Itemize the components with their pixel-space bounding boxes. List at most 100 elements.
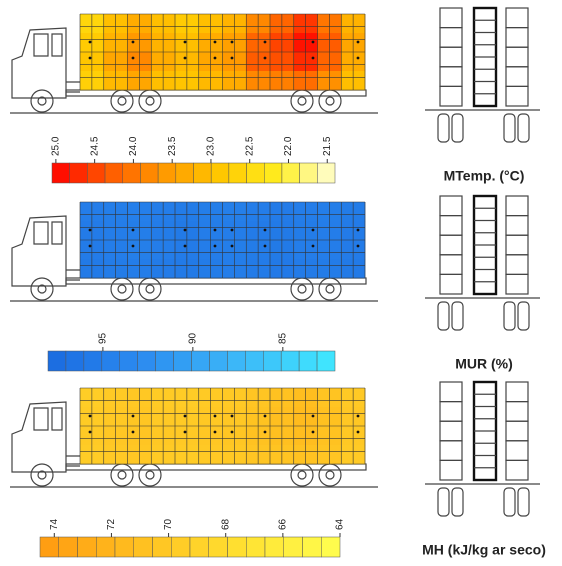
top-view-box: [505, 420, 529, 442]
sensor-dot: [230, 40, 234, 44]
colorbar-swatch: [321, 536, 341, 558]
wheel: [110, 463, 134, 487]
hub: [145, 284, 155, 294]
top-view-wheel: [503, 113, 516, 143]
sensor-dot: [263, 56, 267, 60]
wheel: [138, 89, 162, 113]
top-view-box: [439, 46, 463, 68]
panel-title: MTemp. (°C): [444, 168, 525, 184]
colorbar-swatch: [302, 536, 322, 558]
top-view-wheel: [503, 487, 516, 517]
colorbar-tick-label: 85: [277, 332, 288, 344]
top-view-box: [505, 66, 529, 88]
truck-cab: [11, 27, 80, 99]
colorbar-swatch: [263, 350, 282, 372]
sensor-dot: [183, 56, 187, 60]
truck-cab: [11, 401, 80, 473]
colorbar-swatch: [83, 350, 103, 372]
top-view-wheel: [517, 301, 530, 331]
colorbar-swatch: [193, 162, 212, 184]
colorbar-swatch: [171, 536, 191, 558]
colorbar-swatch: [299, 162, 318, 184]
sensor-dot: [213, 244, 217, 248]
sensor-dot: [263, 228, 267, 232]
sensor-dot: [88, 244, 92, 248]
sensor-dot: [213, 228, 217, 232]
panel-title: MH (kJ/kg ar seco): [422, 542, 546, 558]
colorbar-swatch: [316, 350, 336, 372]
top-view-box: [439, 27, 463, 48]
colorbar-swatch: [114, 536, 134, 558]
sensor-dot: [263, 414, 267, 418]
sensor-dot: [356, 40, 360, 44]
hub: [117, 284, 127, 294]
colorbar-swatch: [317, 162, 336, 184]
hub: [117, 96, 127, 106]
sensor-dot: [311, 414, 315, 418]
top-view-wheel: [437, 113, 450, 143]
colorbar-swatch: [280, 350, 300, 372]
hub: [325, 96, 335, 106]
wheel: [110, 277, 134, 301]
sensor-dot: [311, 228, 315, 232]
top-view-box: [505, 234, 529, 256]
colorbar-swatch: [264, 162, 283, 184]
top-view-box: [439, 381, 463, 403]
sensor-dot: [88, 56, 92, 60]
colorbar-tick-label: 64: [335, 518, 346, 530]
colorbar-tick-label: 72: [106, 518, 117, 530]
wheel: [30, 89, 54, 113]
top-view-box: [505, 85, 529, 107]
sensor-dot: [131, 244, 135, 248]
colorbar-swatch: [283, 536, 303, 558]
colorbar-swatch: [39, 536, 59, 558]
wheel: [30, 463, 54, 487]
colorbar-swatch: [155, 350, 174, 372]
panel: 95 90 85 MUR (%): [10, 194, 540, 372]
colorbar-tick-label: 23.0: [206, 136, 217, 156]
sensor-dot: [213, 430, 217, 434]
colorbar-tick-label: 95: [98, 332, 109, 344]
colorbar-tick-label: 66: [277, 518, 288, 530]
top-view-wheel: [451, 301, 464, 331]
sensor-dot: [230, 56, 234, 60]
sensor-dot: [213, 56, 217, 60]
top-view-box: [505, 215, 529, 236]
sensor-dot: [356, 414, 360, 418]
wheel: [318, 463, 342, 487]
sensor-dot: [356, 228, 360, 232]
colorbar-tick-label: 22.5: [244, 136, 255, 156]
top-view-box: [439, 7, 463, 29]
sensor-dot: [213, 40, 217, 44]
colorbar-swatch: [246, 536, 266, 558]
colorbar-swatch: [137, 350, 156, 372]
colorbar-tick-label: 25.0: [51, 136, 62, 156]
wheel: [290, 277, 314, 301]
colorbar-tick-label: 24.0: [128, 136, 139, 156]
sensor-dot: [356, 56, 360, 60]
sensor-dot: [131, 414, 135, 418]
sensor-dot: [263, 244, 267, 248]
sensor-dot: [230, 244, 234, 248]
sensor-dot: [356, 244, 360, 248]
colorbar-swatch: [101, 350, 120, 372]
sensor-dot: [131, 56, 135, 60]
sensor-dot: [183, 414, 187, 418]
sensor-dot: [311, 40, 315, 44]
colorbar-swatch: [96, 536, 116, 558]
top-view-box: [505, 254, 529, 276]
colorbar-swatch: [58, 536, 78, 558]
colorbar-swatch: [208, 536, 228, 558]
truck-cab: [11, 215, 80, 287]
top-view-wheel: [451, 487, 464, 517]
top-view-box: [439, 85, 463, 107]
colorbar-tick-label: 22.0: [283, 136, 294, 156]
sensor-dot: [131, 430, 135, 434]
colorbar-swatch: [210, 162, 230, 184]
hub: [325, 284, 335, 294]
sensor-dot: [230, 430, 234, 434]
colorbar-tick-label: 90: [187, 332, 198, 344]
top-view-box: [505, 7, 529, 29]
sensor-dot: [131, 40, 135, 44]
